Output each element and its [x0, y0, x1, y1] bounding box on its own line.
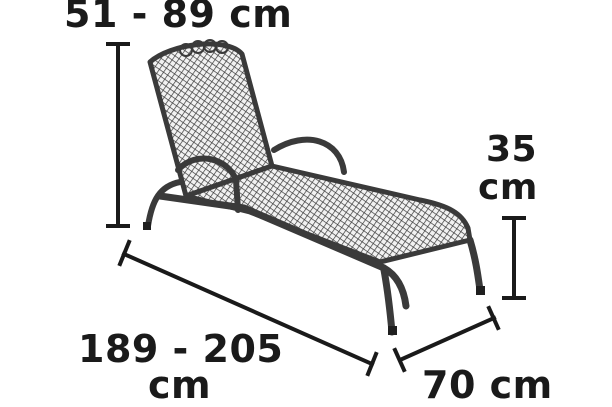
width-dimension-tick-start: [392, 347, 407, 373]
foot-cap: [388, 326, 397, 335]
armrest-right: [271, 136, 347, 175]
dimension-lines: [106, 42, 526, 377]
length-dimension-tick-end: [365, 351, 379, 377]
length-dimension-tick-start: [117, 239, 132, 267]
length-value: 189 - 205: [78, 327, 284, 371]
armrest-left: [175, 155, 241, 213]
width-dimension-line: [397, 315, 497, 363]
seat-height-value: 35: [486, 129, 538, 170]
front-leg-left: [380, 266, 396, 336]
seat: [183, 163, 473, 265]
front-leg-right: [466, 236, 484, 294]
seat-height-unit: cm: [478, 167, 538, 208]
foot-cap: [143, 222, 151, 230]
backrest: [147, 41, 275, 199]
rear-leg: [145, 179, 183, 229]
sun-lounger-illustration: [143, 39, 485, 336]
backrest-ornament: [179, 39, 229, 57]
width-dimension-tick-end: [486, 305, 501, 331]
length-dimension-line: [121, 251, 375, 367]
width-label: 70 cm: [422, 363, 553, 407]
length-unit: cm: [148, 363, 212, 407]
backrest-height-label: 51 - 89 cm: [64, 0, 293, 36]
foot-cap: [476, 286, 485, 295]
